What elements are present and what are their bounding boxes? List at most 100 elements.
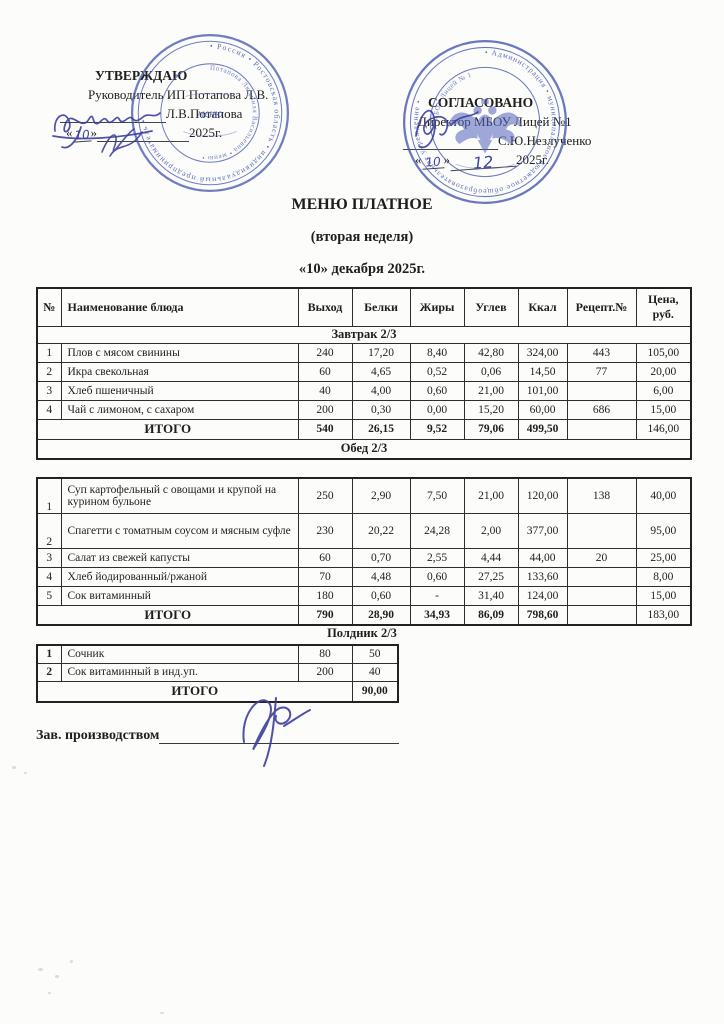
cell-carb: 27,25: [463, 566, 519, 587]
cell-price: 6,00: [635, 380, 692, 401]
cell-name: Суп картофельный с овощами и крупой на к…: [60, 477, 299, 514]
total-label: ИТОГО: [36, 418, 299, 440]
cell-carb: 21,00: [463, 380, 519, 401]
cell-price: 50: [351, 644, 399, 664]
total-label: ИТОГО: [36, 680, 353, 703]
cell-carb: 15,20: [463, 399, 519, 420]
total-recipe: [566, 418, 637, 440]
cell-carb: 4,44: [463, 547, 519, 568]
menu-table-lunch: 1 Суп картофельный с овощами и крупой на…: [36, 477, 692, 626]
table-row: 3 Салат из свежей капусты 60 0,70 2,55 4…: [36, 547, 692, 568]
total-out: 790: [297, 604, 353, 626]
col-header-fat: Жиры: [409, 287, 465, 327]
total-fat: 34,93: [409, 604, 465, 626]
cell-price: 8,00: [635, 566, 692, 587]
cell-recipe: 443: [566, 342, 637, 363]
cell-fat: 8,40: [409, 342, 465, 363]
signer-name: Л.В.Потапова: [166, 106, 243, 121]
scan-speck: [24, 772, 27, 774]
cell-num: 5: [36, 585, 62, 606]
cell-protein: 20,22: [351, 512, 411, 549]
cell-out: 250: [297, 477, 353, 514]
handwritten-day: 10: [71, 125, 92, 143]
menu-table-breakfast: № Наименование блюда Выход Белки Жиры Уг…: [36, 287, 692, 460]
col-header-recipe: Рецепт.№: [566, 287, 637, 327]
date-line: [97, 126, 189, 142]
cell-name: Сочник: [60, 644, 299, 664]
cell-name: Хлеб пшеничный: [60, 380, 299, 401]
menu-title: МЕНЮ ПЛАТНОЕ: [291, 196, 433, 213]
year-label: 2025г.: [189, 125, 223, 140]
table-row: 3 Хлеб пшеничный 40 4,00 0,60 21,00 101,…: [36, 380, 692, 401]
cell-protein: 0,60: [351, 585, 411, 606]
cell-recipe: [566, 512, 637, 549]
table-row: 2 Спагетти с томатным соусом и мясным су…: [36, 512, 692, 549]
cell-num: 1: [36, 477, 62, 514]
cell-name: Салат из свежей капусты: [60, 547, 299, 568]
cell-carb: 2,00: [463, 512, 519, 549]
cell-recipe: 77: [566, 361, 637, 382]
total-kcal: 798,60: [517, 604, 568, 626]
cell-num: 3: [36, 547, 62, 568]
cell-kcal: 14,50: [517, 361, 568, 382]
menu-table-snack: 1 Сочник 80 50 2 Сок витаминный в инд.уп…: [36, 644, 399, 703]
total-carb: 79,06: [463, 418, 519, 440]
cell-num: 2: [36, 512, 62, 549]
total-row-snack: ИТОГО 90,00: [36, 680, 399, 703]
total-label: ИТОГО: [36, 604, 299, 626]
col-header-kcal: Ккал: [517, 287, 568, 327]
cell-kcal: 377,00: [517, 512, 568, 549]
cell-name: Икра свекольная: [60, 361, 299, 382]
cell-kcal: 60,00: [517, 399, 568, 420]
cell-num: 4: [36, 399, 62, 420]
total-kcal: 499,50: [517, 418, 568, 440]
table-row: 5 Сок витаминный 180 0,60 - 31,40 124,00…: [36, 585, 692, 606]
cell-name: Плов с мясом свинины: [60, 342, 299, 363]
section-row-lunch: Обед 2/3: [36, 438, 692, 460]
cell-price: 95,00: [635, 512, 692, 549]
total-protein: 28,90: [351, 604, 411, 626]
date-row: « 10 » 2025г.: [66, 123, 360, 143]
cell-fat: 7,50: [409, 477, 465, 514]
cell-recipe: [566, 380, 637, 401]
cell-num: 2: [36, 662, 62, 682]
cell-out: 200: [297, 662, 353, 682]
cell-protein: 4,48: [351, 566, 411, 587]
menu-week: (вторая неделя): [310, 229, 414, 245]
cell-recipe: 20: [566, 547, 637, 568]
col-header-out: Выход: [297, 287, 353, 327]
approver-role: Руководитель ИП Потапова Л.В.: [88, 87, 269, 102]
cell-kcal: 133,60: [517, 566, 568, 587]
section-label: Завтрак 2/3: [36, 325, 692, 344]
cell-price: 15,00: [635, 585, 692, 606]
cell-name: Хлеб йодированный/ржаной: [60, 566, 299, 587]
approval-block-left: УТВЕРЖДАЮ Руководитель ИП Потапова Л.В. …: [60, 66, 360, 143]
total-price: 146,00: [635, 418, 692, 440]
date-row: « 10 » 12 2025г.: [415, 150, 643, 173]
cell-price: 105,00: [635, 342, 692, 363]
scan-speck: [70, 960, 73, 963]
cell-carb: 21,00: [463, 477, 519, 514]
handwritten-month: 12: [449, 150, 517, 173]
cell-protein: 0,30: [351, 399, 411, 420]
section-label: Обед 2/3: [36, 438, 692, 460]
cell-kcal: 124,00: [517, 585, 568, 606]
col-header-protein: Белки: [351, 287, 411, 327]
cell-fat: 0,52: [409, 361, 465, 382]
approval-block-right: СОГЛАСОВАНО Директор МБОУ Лицей №1 С.Ю.Н…: [403, 93, 643, 173]
cell-kcal: 120,00: [517, 477, 568, 514]
cell-protein: 2,90: [351, 477, 411, 514]
menu-date: «10» декабря 2025г.: [298, 261, 426, 277]
cell-name: Спагетти с томатным соусом и мясным суфл…: [60, 512, 299, 549]
cell-kcal: 324,00: [517, 342, 568, 363]
cell-protein: 0,70: [351, 547, 411, 568]
cell-recipe: 138: [566, 477, 637, 514]
cell-out: 60: [297, 361, 353, 382]
cell-name: Сок витаминный: [60, 585, 299, 606]
col-header-price: Цена, руб.: [635, 287, 692, 327]
total-price: 90,00: [351, 680, 399, 703]
cell-out: 180: [297, 585, 353, 606]
cell-price: 25,00: [635, 547, 692, 568]
table-row: 2 Сок витаминный в инд.уп. 200 40: [36, 662, 399, 682]
total-price: 183,00: [635, 604, 692, 626]
